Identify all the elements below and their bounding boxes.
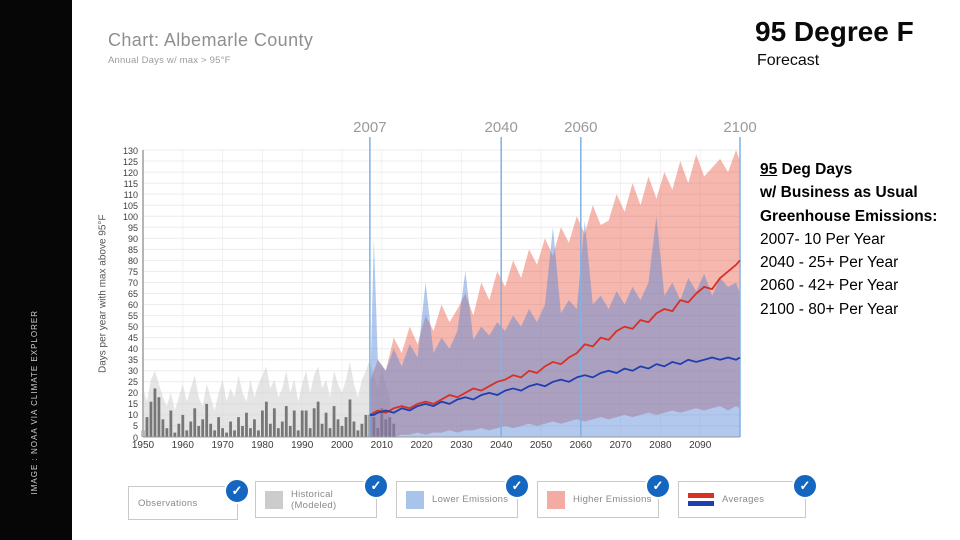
x-tick-2060: 2060 [569,440,592,451]
climate-chart-plot [141,137,741,438]
y-tick-110: 110 [123,189,138,200]
x-tick-2080: 2080 [649,440,672,451]
checkmark-icon[interactable]: ✓ [504,473,530,499]
x-tick-2020: 2020 [410,440,433,451]
y-tick-105: 105 [122,200,138,211]
legend-item-averages[interactable]: Averages ✓ [678,473,818,518]
y-tick-125: 125 [122,156,138,167]
y-tick-30: 30 [127,366,138,377]
y-tick-85: 85 [127,244,138,255]
info-line-4: 2040 - 25+ Per Year [760,254,899,272]
x-tick-2040: 2040 [490,440,513,451]
x-tick-2070: 2070 [609,440,632,451]
x-tick-1990: 1990 [291,440,314,451]
chart-subtitle: Annual Days w/ max > 95°F [108,55,231,66]
color-swatch-icon [265,490,283,509]
legend-item-lower-emissions[interactable]: Lower Emissions ✓ [396,473,530,518]
y-tick-70: 70 [127,277,138,288]
left-black-sidebar: IMAGE : NOAA VIA CLIMATE EXPLORER [0,0,72,540]
y-tick-5: 5 [132,421,138,432]
y-axis-ticks: 0 5 10 15 20 25 30 35 40 45 50 55 60 65 70 75 80 85 90 95 10… [110,146,138,443]
x-tick-2000: 2000 [330,440,354,451]
y-tick-55: 55 [127,311,138,322]
x-tick-2010: 2010 [370,440,393,451]
info-line-6: 2100 - 80+ Per Year [760,300,899,318]
marker-label-2060: 2060 [564,119,598,136]
forecast-info-panel: 95 Deg Days w/ Business as Usual Greenhous… [760,158,960,321]
color-swatch-icon [406,490,424,509]
x-tick-1950: 1950 [131,440,155,451]
y-tick-80: 80 [127,255,138,266]
x-tick-2030: 2030 [450,440,473,451]
checkmark-icon[interactable]: ✓ [224,478,250,504]
checkmark-icon[interactable]: ✓ [363,473,389,499]
marker-label-2007: 2007 [353,119,387,136]
info-line-2: Greenhouse Emissions: [760,207,938,225]
x-axis-ticks: 1950 1960 1970 1980 1990 2000 2010 2020 2030 2040… [132,440,740,454]
x-tick-1960: 1960 [171,440,194,451]
y-axis-label: Days per year with max above 95°F [97,214,109,373]
slide-title: 95 Degree F [755,16,914,47]
legend-label: Higher Emissions [573,494,652,505]
info-line-5: 2060 - 42+ Per Year [760,277,899,295]
averages-swatch-icon [688,493,714,506]
image-credit-text: IMAGE : NOAA VIA CLIMATE EXPLORER [30,309,39,494]
x-tick-2090: 2090 [689,440,712,451]
checkmark-icon[interactable]: ✓ [645,473,671,499]
y-tick-75: 75 [127,266,138,277]
legend-label: Observations [138,497,198,509]
x-tick-2050: 2050 [529,440,553,451]
chart-canvas [141,137,741,438]
y-tick-65: 65 [127,289,138,299]
color-swatch-icon [547,490,565,509]
legend-label: Historical (Modeled) [291,488,337,511]
checkmark-icon[interactable]: ✓ [792,473,818,499]
info-line-3: 2007- 10 Per Year [760,230,885,248]
y-tick-95: 95 [127,222,138,233]
y-tick-35: 35 [127,355,138,366]
y-tick-15: 15 [127,399,138,410]
y-tick-25: 25 [127,377,138,388]
y-tick-90: 90 [127,233,138,244]
legend-label: Lower Emissions [432,494,509,505]
info-line-0: 95 Deg Days [760,161,853,178]
legend-item-higher-emissions[interactable]: Higher Emissions ✓ [537,473,671,518]
y-tick-100: 100 [122,211,138,222]
y-tick-45: 45 [127,333,138,344]
y-tick-0: 0 [132,432,138,443]
y-tick-10: 10 [127,410,138,421]
y-tick-130: 130 [122,145,138,156]
y-tick-115: 115 [123,178,138,189]
marker-label-2100: 2100 [723,119,757,136]
legend-item-observations[interactable]: Observations ✓ [128,478,250,520]
y-tick-120: 120 [122,167,138,178]
legend-label: Averages [722,494,765,505]
y-tick-20: 20 [127,388,138,399]
slide-subtitle: Forecast [757,52,820,69]
chart-title: Chart: Albemarle County [108,30,314,50]
x-tick-1970: 1970 [211,440,234,451]
x-tick-1980: 1980 [251,440,274,451]
y-tick-60: 60 [127,300,138,311]
info-line-1: w/ Business as Usual [760,184,918,202]
marker-label-2040: 2040 [484,119,518,136]
y-tick-50: 50 [127,322,138,333]
legend-item-historical-modeled[interactable]: Historical (Modeled) ✓ [255,473,389,518]
y-tick-40: 40 [127,344,138,355]
